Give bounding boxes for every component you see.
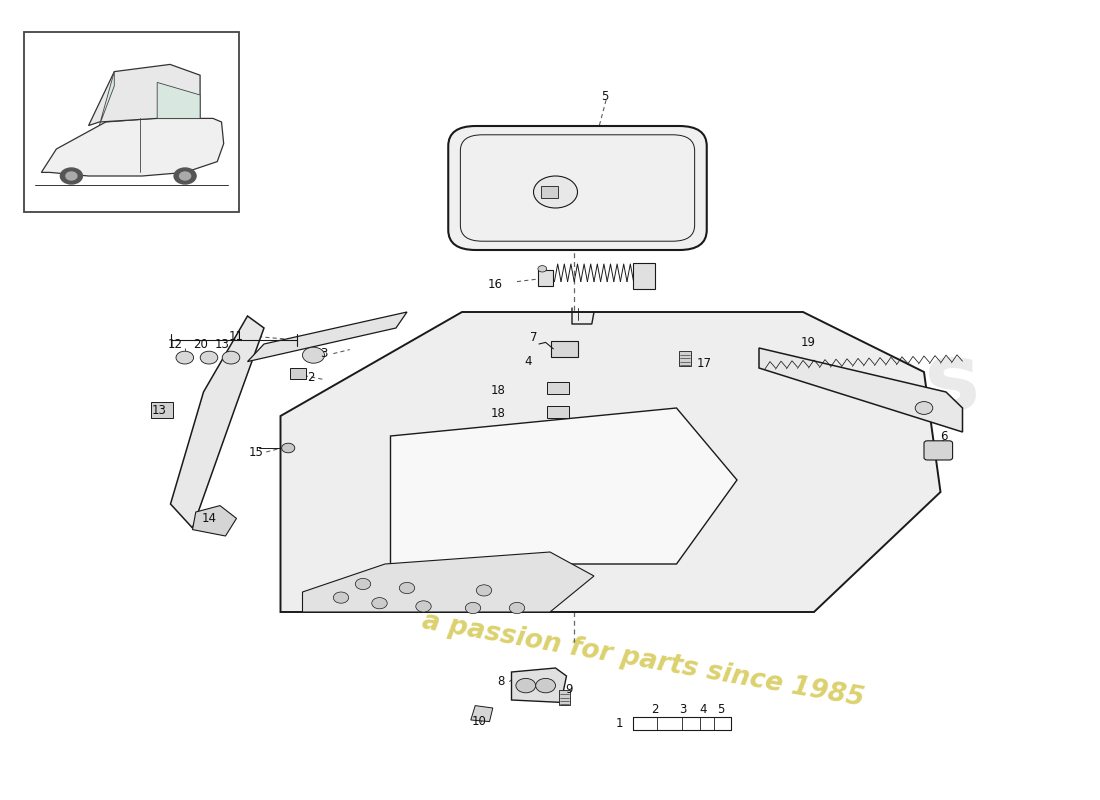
Text: 9: 9 (565, 683, 572, 696)
Text: 18: 18 (491, 407, 506, 420)
FancyBboxPatch shape (538, 270, 553, 286)
Text: 16: 16 (487, 278, 503, 291)
Polygon shape (88, 64, 200, 126)
Text: 7: 7 (530, 331, 537, 344)
Text: 3: 3 (680, 703, 686, 716)
Circle shape (222, 351, 240, 364)
Polygon shape (302, 552, 594, 612)
Circle shape (534, 176, 578, 208)
Text: 8: 8 (497, 675, 504, 688)
Text: 12: 12 (167, 338, 183, 351)
Circle shape (465, 602, 481, 614)
Polygon shape (248, 312, 407, 362)
Circle shape (174, 168, 196, 184)
Polygon shape (512, 668, 566, 702)
FancyBboxPatch shape (924, 441, 953, 460)
Text: 13: 13 (214, 338, 230, 351)
Polygon shape (471, 706, 493, 722)
FancyBboxPatch shape (547, 406, 569, 418)
Text: 1: 1 (616, 717, 623, 730)
Circle shape (536, 678, 556, 693)
Circle shape (915, 402, 933, 414)
Polygon shape (170, 316, 264, 528)
Text: 5: 5 (717, 703, 724, 716)
FancyBboxPatch shape (541, 186, 558, 198)
Polygon shape (390, 408, 737, 564)
Text: 19: 19 (801, 336, 816, 349)
FancyBboxPatch shape (449, 126, 706, 250)
Circle shape (372, 598, 387, 609)
FancyBboxPatch shape (460, 134, 695, 242)
Polygon shape (42, 118, 223, 176)
Circle shape (333, 592, 349, 603)
Circle shape (355, 578, 371, 590)
Text: 5: 5 (602, 90, 608, 102)
Polygon shape (157, 82, 200, 118)
Circle shape (509, 602, 525, 614)
Circle shape (179, 172, 190, 180)
Circle shape (476, 585, 492, 596)
Circle shape (66, 172, 77, 180)
Text: 20: 20 (192, 338, 208, 351)
FancyBboxPatch shape (547, 382, 569, 394)
FancyBboxPatch shape (551, 341, 578, 357)
Circle shape (302, 347, 324, 363)
FancyBboxPatch shape (632, 263, 654, 289)
Text: 4: 4 (700, 703, 706, 716)
FancyBboxPatch shape (679, 351, 691, 366)
Polygon shape (192, 506, 236, 536)
Text: a passion for parts since 1985: a passion for parts since 1985 (420, 608, 867, 712)
FancyBboxPatch shape (151, 402, 173, 418)
Text: 3: 3 (320, 347, 327, 360)
Circle shape (60, 168, 82, 184)
Bar (24, 32, 239, 212)
Text: 13: 13 (152, 404, 167, 417)
FancyBboxPatch shape (559, 690, 570, 705)
Text: 18: 18 (491, 384, 506, 397)
Text: 6: 6 (940, 430, 947, 442)
Circle shape (538, 266, 547, 272)
Text: 2: 2 (651, 703, 658, 716)
Text: 14: 14 (201, 512, 217, 525)
Polygon shape (99, 72, 114, 126)
Text: 17: 17 (696, 357, 712, 370)
Text: 11: 11 (229, 330, 244, 342)
Polygon shape (759, 348, 962, 432)
Text: 10: 10 (472, 715, 487, 728)
Circle shape (416, 601, 431, 612)
FancyBboxPatch shape (290, 368, 306, 379)
Text: 2: 2 (308, 371, 315, 384)
Polygon shape (280, 312, 940, 612)
Circle shape (200, 351, 218, 364)
Text: 15: 15 (249, 446, 264, 458)
Circle shape (282, 443, 295, 453)
Circle shape (176, 351, 194, 364)
Circle shape (399, 582, 415, 594)
Circle shape (516, 678, 536, 693)
Text: 4: 4 (525, 355, 531, 368)
Text: eurospares: eurospares (383, 338, 981, 430)
